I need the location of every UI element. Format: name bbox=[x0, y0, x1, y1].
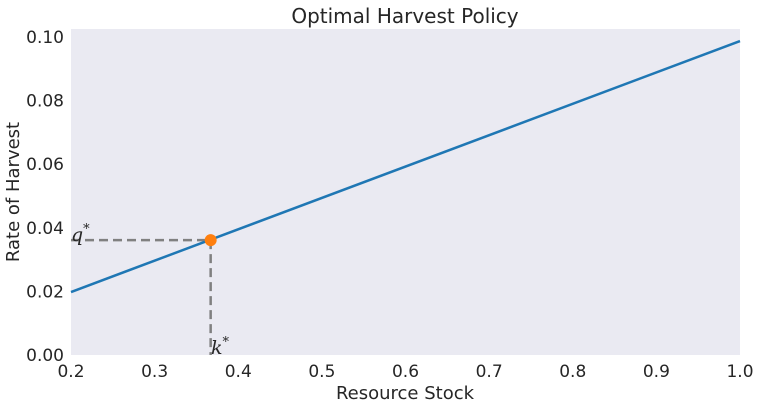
steady-state-point bbox=[204, 234, 217, 247]
x-tick-label: 0.7 bbox=[476, 362, 503, 382]
x-axis-label: Resource Stock bbox=[336, 383, 475, 404]
y-tick-label: 0.06 bbox=[26, 155, 64, 175]
y-tick-label: 0.08 bbox=[26, 92, 64, 112]
x-tick-label: 1.0 bbox=[726, 362, 753, 382]
y-axis-label: Rate of Harvest bbox=[3, 122, 24, 262]
x-tick-label: 0.2 bbox=[57, 362, 84, 382]
x-tick-label: 0.4 bbox=[225, 362, 252, 382]
y-tick-label: 0.10 bbox=[26, 28, 64, 48]
y-tick-labels: 0.00 0.02 0.04 0.06 0.08 0.10 bbox=[26, 28, 64, 366]
x-tick-labels: 0.2 0.3 0.4 0.5 0.6 0.7 0.8 0.9 1.0 bbox=[57, 362, 753, 382]
y-tick-label: 0.04 bbox=[26, 219, 64, 239]
y-tick-label: 0.02 bbox=[26, 282, 64, 302]
chart-title: Optimal Harvest Policy bbox=[291, 4, 518, 28]
x-tick-label: 0.6 bbox=[392, 362, 419, 382]
q-star-label: q* bbox=[71, 222, 90, 246]
x-tick-label: 0.3 bbox=[141, 362, 168, 382]
x-tick-label: 0.5 bbox=[308, 362, 335, 382]
harvest-policy-line bbox=[70, 39, 741, 294]
y-tick-label: 0.00 bbox=[26, 346, 64, 366]
x-tick-label: 0.9 bbox=[643, 362, 670, 382]
x-tick-label: 0.8 bbox=[559, 362, 586, 382]
k-star-label: k* bbox=[211, 335, 230, 359]
